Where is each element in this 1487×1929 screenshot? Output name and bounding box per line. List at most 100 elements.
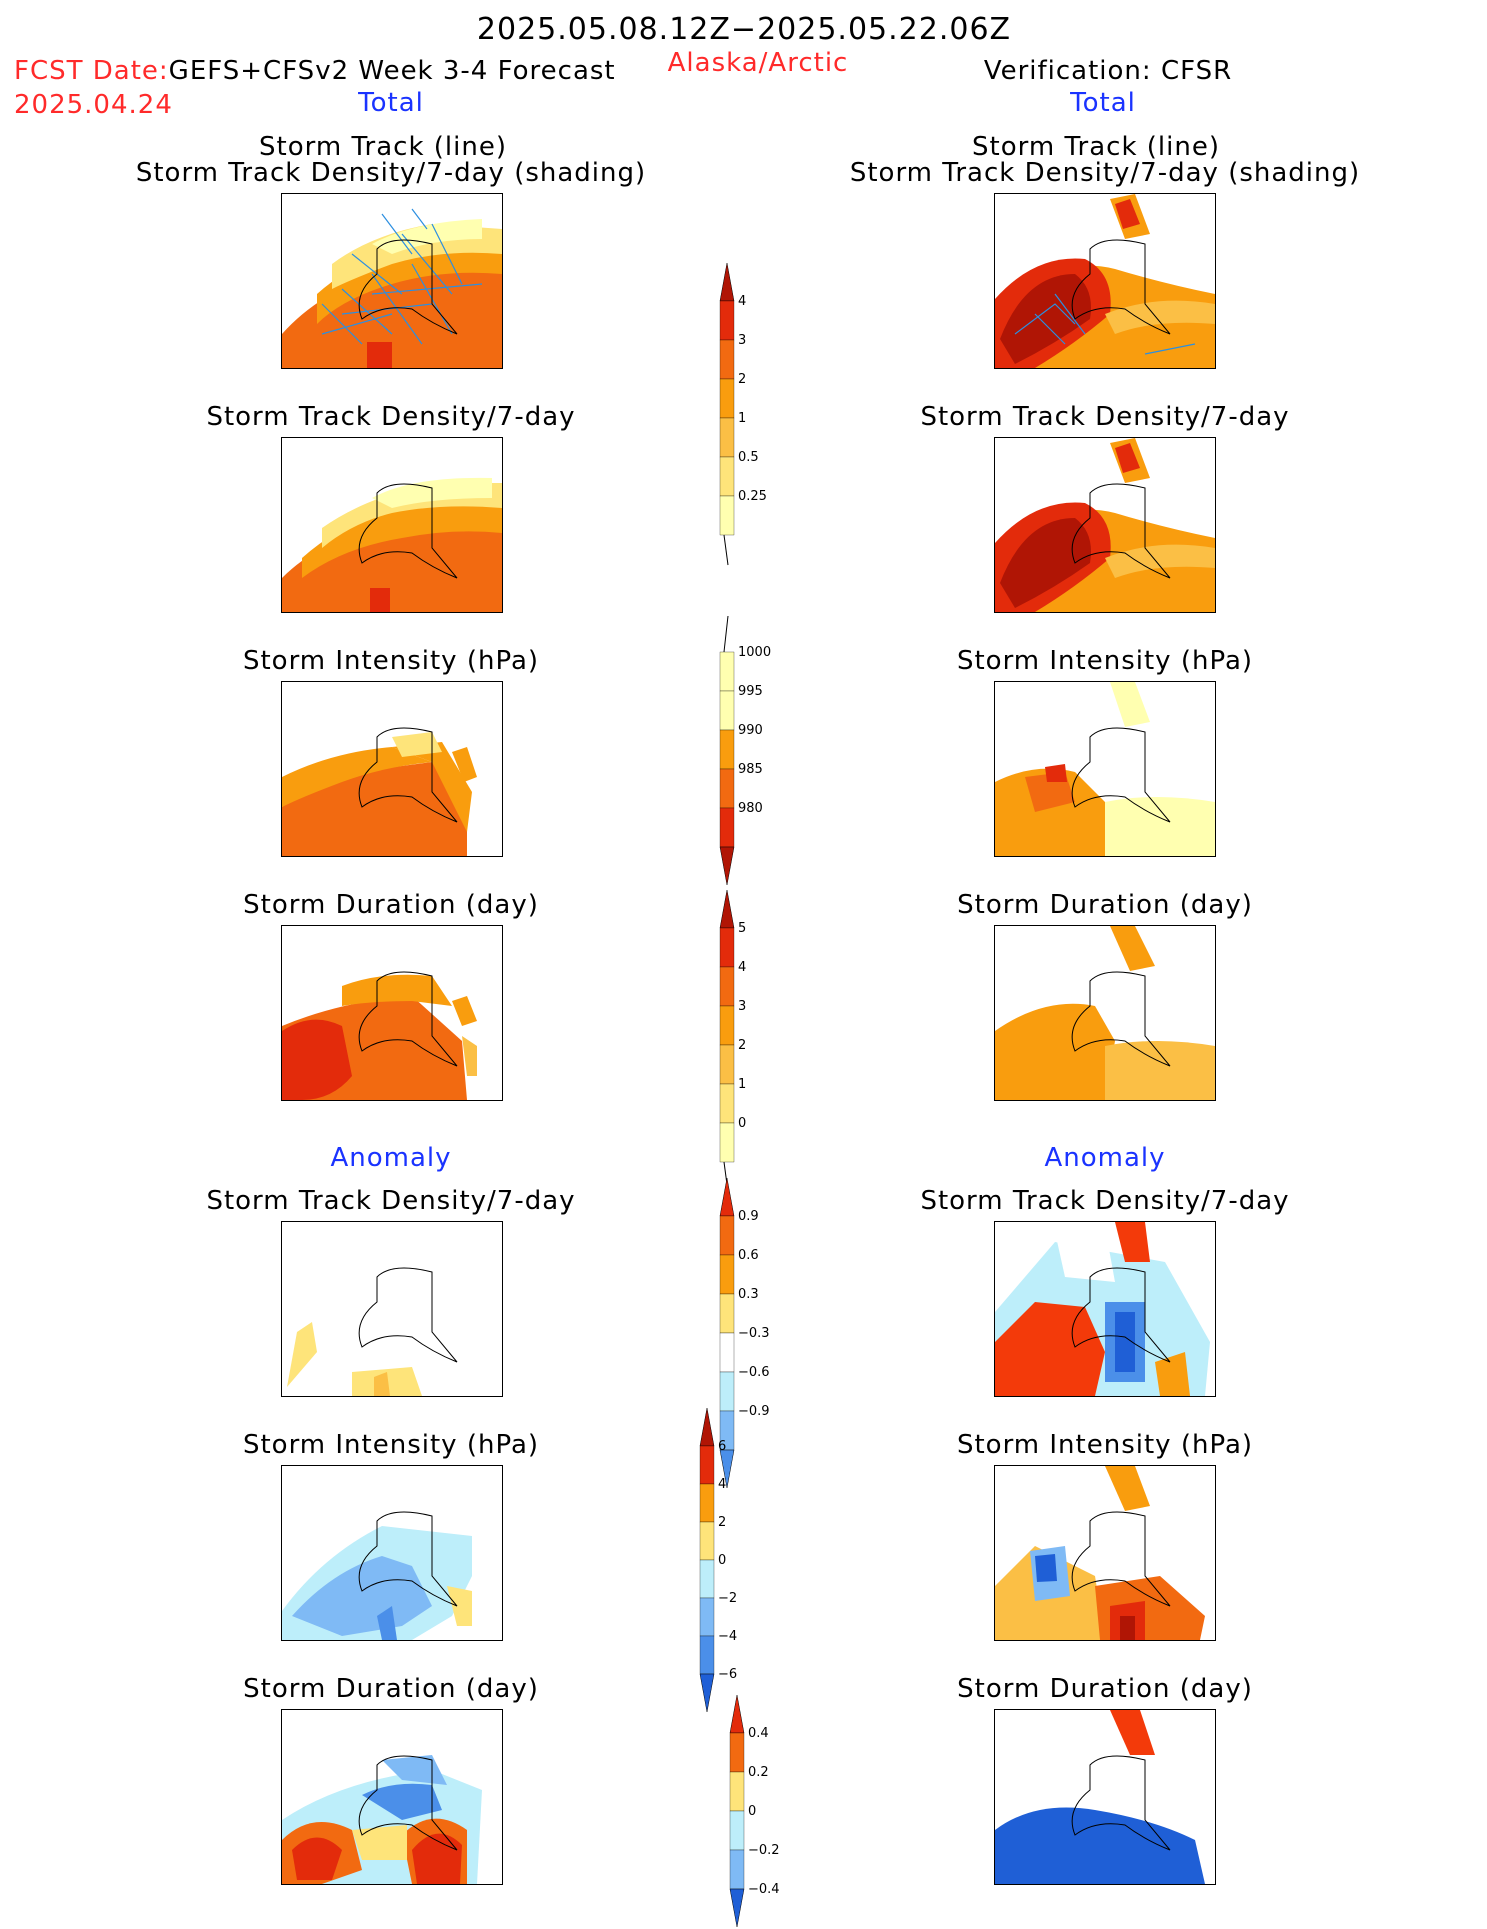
colorbar-tick-label: −0.6	[738, 1365, 770, 1380]
fcst-date-label: FCST Date:GEFS+CFSv2 Week 3-4 Forecast	[14, 56, 616, 86]
map-left-track	[281, 193, 503, 369]
colorbar-anom-intensity: 6 4 2 0 −2 −4 −6	[699, 1407, 780, 1722]
map-left-anom-intensity	[281, 1465, 503, 1641]
colorbar-tick-label: 2	[738, 1038, 746, 1053]
map-right-track	[994, 193, 1216, 369]
colorbar-segment	[719, 1122, 735, 1163]
forecast-name: GEFS+CFSv2 Week 3-4 Forecast	[168, 56, 616, 86]
colorbar-bottom-arrow	[719, 846, 735, 886]
right-anom-intensity-title: Storm Intensity (hPa)	[956, 1430, 1254, 1460]
colorbar-tick-label: 2	[718, 1515, 726, 1530]
right-anom-duration-title: Storm Duration (day)	[957, 1674, 1253, 1704]
colorbar-segment	[719, 1083, 735, 1124]
right-anom-density-title: Storm Track Density/7-day	[920, 1186, 1290, 1216]
colorbar-tick-label: −4	[718, 1629, 737, 1644]
colorbar-segment	[719, 1215, 735, 1256]
colorbar-tick-label: 2	[738, 372, 746, 387]
colorbar-tick-label: 0.2	[748, 1765, 769, 1780]
right-track-density-title: Storm Track Density/7-day	[920, 402, 1290, 432]
map-left-intensity	[281, 681, 503, 857]
colorbar-tick-label: 0	[738, 1116, 746, 1131]
colorbar-bottom-arrow	[719, 1449, 735, 1489]
colorbar-tick-label: 0.4	[748, 1726, 769, 1741]
map-right-anom-intensity	[994, 1465, 1216, 1641]
right-track-line-title: Storm Track (line)	[972, 132, 1220, 162]
left-total-label: Total	[358, 88, 424, 118]
colorbar-tick-label: −0.2	[748, 1843, 780, 1858]
verification-label: Verification: CFSR	[983, 56, 1233, 86]
colorbar-tick-label: 4	[738, 294, 746, 309]
colorbar-segment	[719, 729, 735, 770]
colorbar-segment	[699, 1597, 715, 1637]
colorbar-segment	[729, 1849, 745, 1890]
colorbar-segment	[699, 1483, 715, 1523]
colorbar-segment	[719, 651, 735, 692]
colorbar-tick-label: 995	[738, 684, 763, 699]
fcst-label: FCST Date:	[14, 56, 169, 86]
left-anomaly-label: Anomaly	[330, 1143, 452, 1173]
region-label: Alaska/Arctic	[667, 48, 849, 78]
colorbar-segment	[719, 1371, 735, 1412]
colorbar-segment	[699, 1521, 715, 1561]
colorbar-anom-density: 0.9 0.6 0.3 −0.3 −0.6 −0.9	[719, 1177, 800, 1489]
colorbar-segment	[719, 1005, 735, 1046]
left-anom-intensity-title: Storm Intensity (hPa)	[242, 1430, 540, 1460]
colorbar-tick-label: 0	[748, 1804, 756, 1819]
map-right-intensity	[994, 681, 1216, 857]
left-track-line-title: Storm Track (line)	[259, 132, 507, 162]
left-track-shading-title: Storm Track Density/7-day (shading)	[135, 158, 647, 188]
colorbar-segment	[719, 1044, 735, 1085]
colorbar-tick-label: −0.4	[748, 1882, 780, 1897]
colorbar-density: 4 3 2 1 0.5 0.25	[719, 262, 800, 566]
colorbar-segment	[719, 456, 735, 497]
colorbar-tick-label: 0.5	[738, 450, 759, 465]
left-anom-duration-title: Storm Duration (day)	[243, 1674, 539, 1704]
colorbar-tick-label: −6	[718, 1667, 737, 1682]
colorbar-tick-label: 1000	[738, 645, 771, 660]
colorbar-segment	[729, 1771, 745, 1812]
colorbar-segment	[729, 1810, 745, 1851]
colorbar-tick-label: 0.3	[738, 1287, 759, 1302]
colorbar-top-arrow	[719, 889, 735, 929]
colorbar-segment	[719, 495, 735, 536]
colorbar-tick-label: 1	[738, 411, 746, 426]
colorbar-tick-label: 6	[718, 1439, 726, 1454]
map-right-anom-density	[994, 1221, 1216, 1397]
map-right-duration	[994, 925, 1216, 1101]
left-anom-density-title: Storm Track Density/7-day	[206, 1186, 576, 1216]
colorbar-tick-label: 3	[738, 333, 746, 348]
colorbar-segment	[699, 1635, 715, 1675]
colorbar-top-arrow	[699, 1407, 715, 1447]
colorbar-segment	[719, 1293, 735, 1334]
colorbar-segment	[719, 300, 735, 341]
colorbar-duration: 5 4 3 2 1 0	[719, 889, 800, 1193]
right-duration-title: Storm Duration (day)	[957, 890, 1253, 920]
colorbar-intensity: 1000 995 990 985 980	[719, 615, 800, 894]
map-left-density	[281, 437, 503, 613]
colorbar-segment	[719, 807, 735, 848]
colorbar-tick-label: −0.3	[738, 1326, 770, 1341]
colorbar-tick-label: −0.9	[738, 1404, 770, 1419]
colorbar-tick-label: 0.9	[738, 1209, 759, 1224]
colorbar-segment	[719, 768, 735, 809]
map-right-anom-duration	[994, 1709, 1216, 1885]
colorbar-segment	[719, 1332, 735, 1373]
colorbar-tick-label: 985	[738, 762, 763, 777]
colorbar-tick-label: −2	[718, 1591, 737, 1606]
colorbar-segment	[719, 378, 735, 419]
colorbar-tick-label: 0	[718, 1553, 726, 1568]
colorbar-tick-label: 0.6	[738, 1248, 759, 1263]
colorbar-bottom-arrow	[729, 1888, 745, 1928]
colorbar-segment	[699, 1559, 715, 1599]
colorbar-tick-label: 990	[738, 723, 763, 738]
colorbar-segment	[719, 966, 735, 1007]
colorbar-tail	[723, 615, 729, 653]
right-track-shading-title: Storm Track Density/7-day (shading)	[849, 158, 1361, 188]
right-intensity-title: Storm Intensity (hPa)	[956, 646, 1254, 676]
colorbar-segment	[719, 690, 735, 731]
left-track-density-title: Storm Track Density/7-day	[206, 402, 576, 432]
colorbar-anom-duration: 0.4 0.2 0 −0.2 −0.4	[729, 1694, 810, 1929]
colorbar-segment	[729, 1732, 745, 1773]
colorbar-segment	[719, 339, 735, 380]
colorbar-segment	[699, 1445, 715, 1485]
